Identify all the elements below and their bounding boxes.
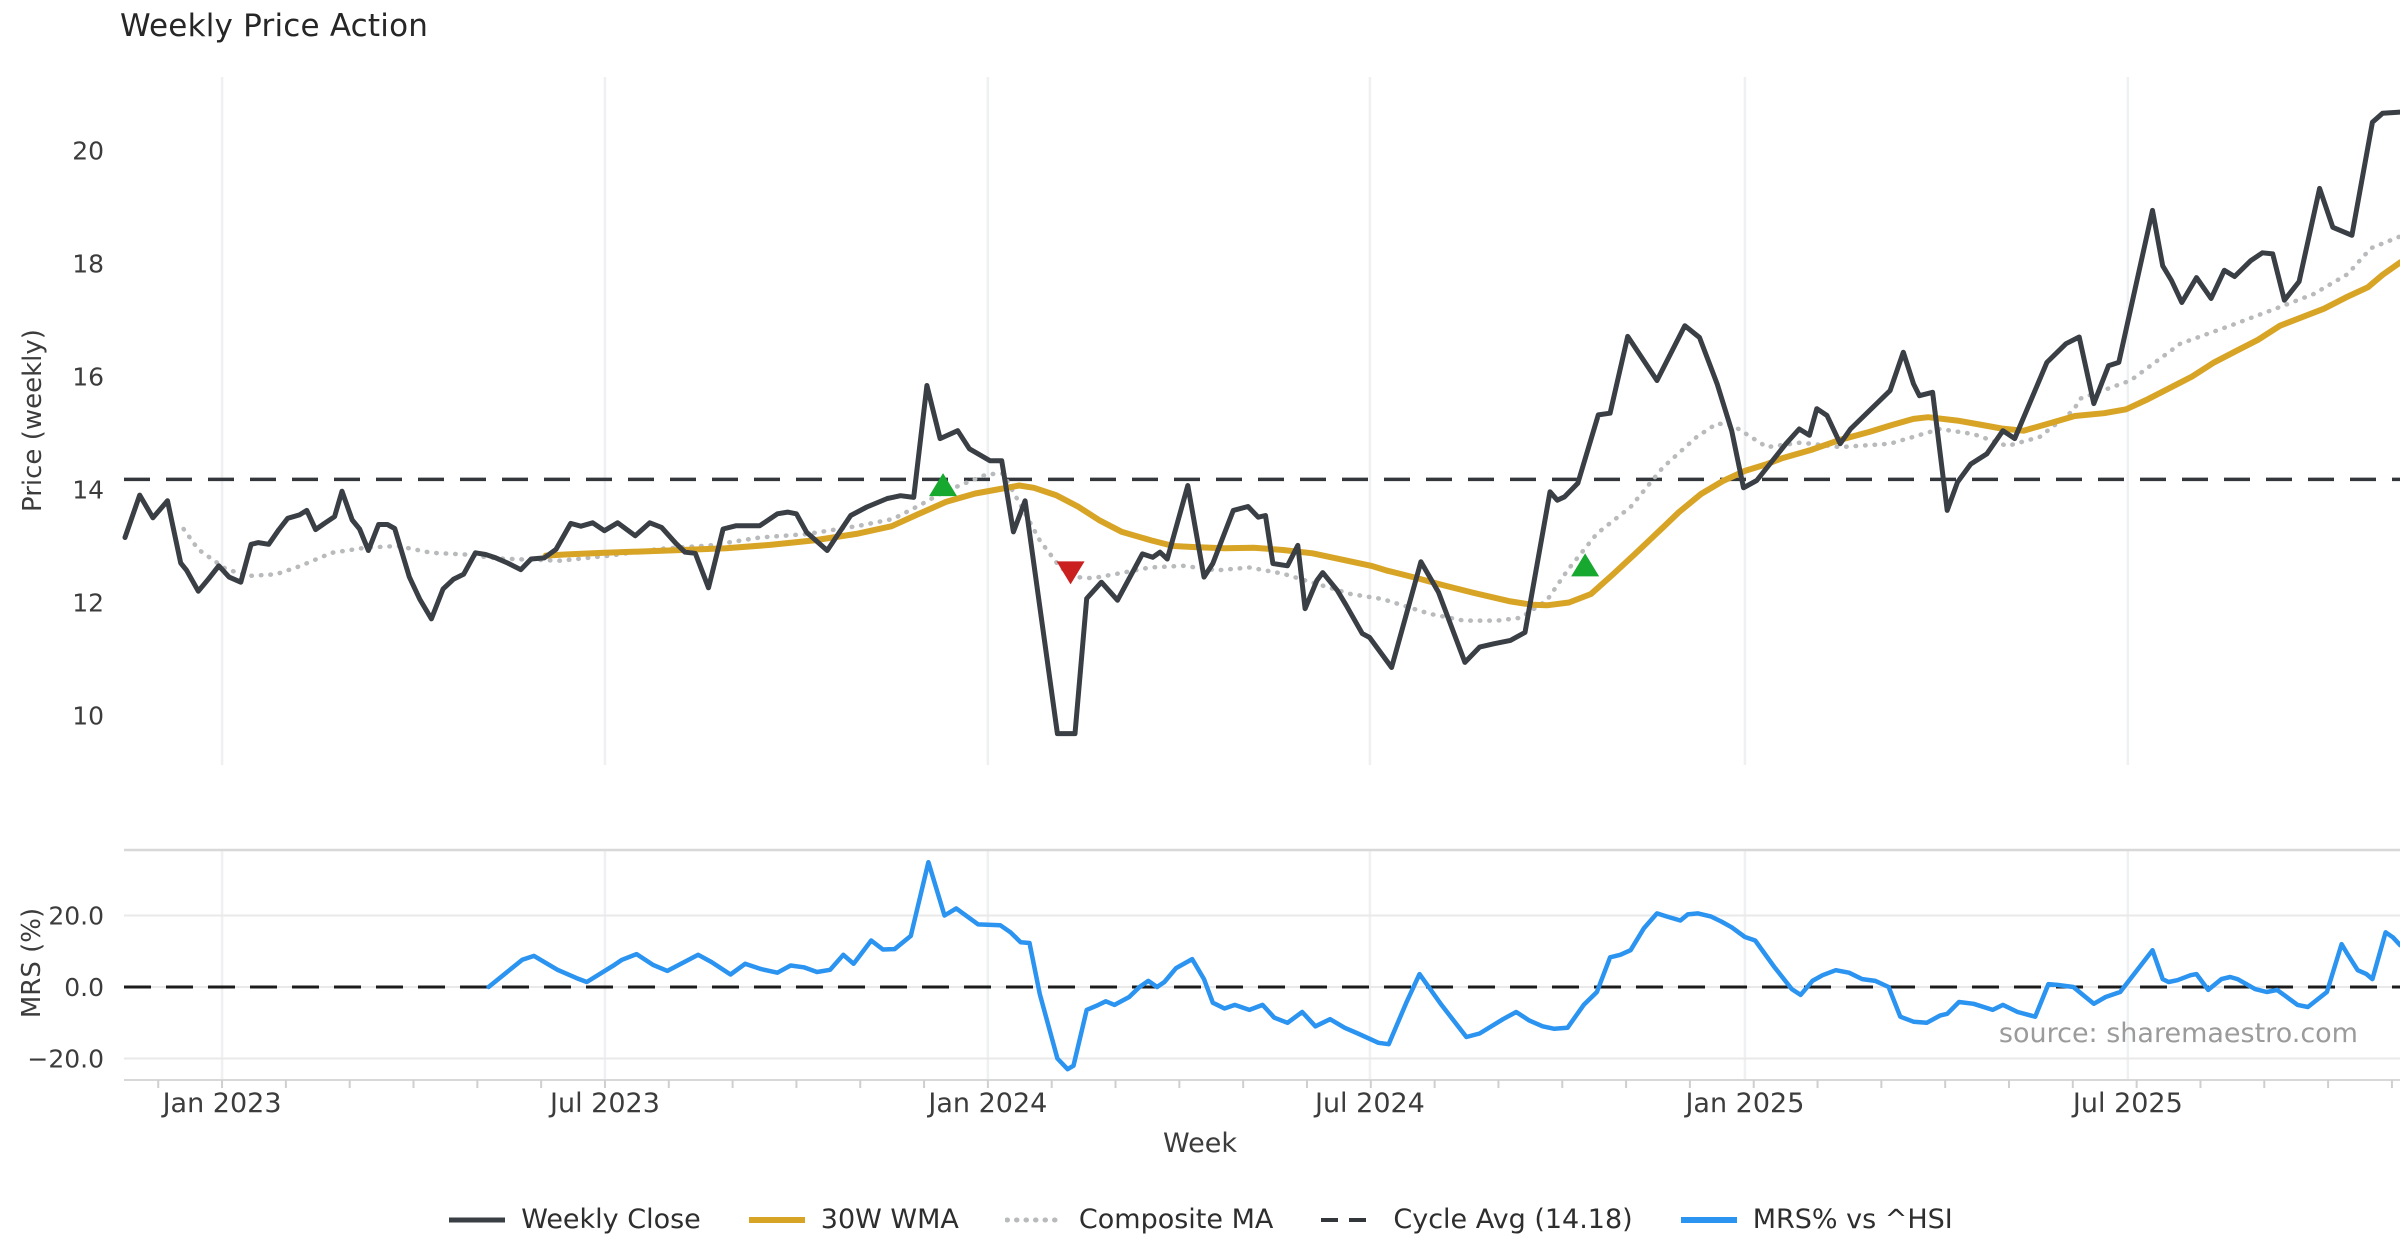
x-tick-label: Jan 2023 bbox=[161, 1088, 282, 1119]
x-tick-label: Jan 2025 bbox=[1683, 1088, 1804, 1119]
price-y-tick-label: 12 bbox=[72, 589, 104, 618]
x-tick-label: Jul 2024 bbox=[1313, 1088, 1425, 1119]
legend-swatch-icon bbox=[1004, 1217, 1065, 1222]
composite-ma-line bbox=[181, 234, 2400, 623]
price-y-tick-label: 16 bbox=[72, 363, 104, 392]
mrs-y-tick-label: 0.0 bbox=[64, 973, 104, 1002]
legend-label: MRS% vs ^HSI bbox=[1752, 1204, 1953, 1235]
legend-label: 30W WMA bbox=[820, 1204, 959, 1235]
legend-item: 30W WMA bbox=[747, 1204, 959, 1235]
legend-swatch-icon bbox=[449, 1217, 506, 1222]
mrs-line bbox=[486, 859, 2400, 1072]
legend-label: Weekly Close bbox=[521, 1204, 701, 1235]
price-y-tick-label: 14 bbox=[72, 476, 104, 505]
buy-signal-marker-icon bbox=[929, 473, 958, 497]
legend-swatch-icon bbox=[1680, 1216, 1737, 1223]
legend-item: Weekly Close bbox=[447, 1204, 701, 1235]
price-y-tick-label: 10 bbox=[72, 702, 104, 731]
legend-item: Composite MA bbox=[1004, 1204, 1274, 1235]
legend-label: Composite MA bbox=[1078, 1204, 1274, 1235]
legend-swatch-icon bbox=[1321, 1217, 1378, 1222]
price-y-axis-label: Price (weekly) bbox=[18, 329, 48, 512]
x-tick-label: Jul 2025 bbox=[2071, 1088, 2183, 1119]
source-credit: source: sharemaestro.com bbox=[1998, 1018, 2358, 1049]
sell-signal-marker-icon bbox=[1056, 561, 1085, 585]
price-y-tick-label: 18 bbox=[72, 250, 104, 279]
legend: Weekly Close 30W WMA Composite MA Cycle Avg… bbox=[0, 1204, 2400, 1235]
legend-label: Cycle Avg (14.18) bbox=[1393, 1204, 1633, 1235]
mrs-y-tick-label: 20.0 bbox=[48, 902, 104, 931]
legend-swatch-icon bbox=[748, 1216, 805, 1223]
legend-item: Cycle Avg (14.18) bbox=[1319, 1204, 1633, 1235]
x-axis-title: Week bbox=[1163, 1128, 1237, 1159]
buy-signal-marker-icon bbox=[1571, 553, 1600, 577]
mrs-y-tick-label: −20.0 bbox=[27, 1045, 104, 1074]
mrs-y-axis-label: MRS (%) bbox=[17, 907, 47, 1019]
x-tick-label: Jul 2023 bbox=[548, 1088, 660, 1119]
weekly-close-line bbox=[122, 109, 2400, 737]
price-y-tick-label: 20 bbox=[72, 137, 104, 166]
legend-item: MRS% vs ^HSI bbox=[1679, 1204, 1953, 1235]
x-tick-label: Jan 2024 bbox=[926, 1088, 1047, 1119]
page-title: Weekly Price Action bbox=[120, 8, 429, 44]
wma-line bbox=[542, 259, 2400, 609]
